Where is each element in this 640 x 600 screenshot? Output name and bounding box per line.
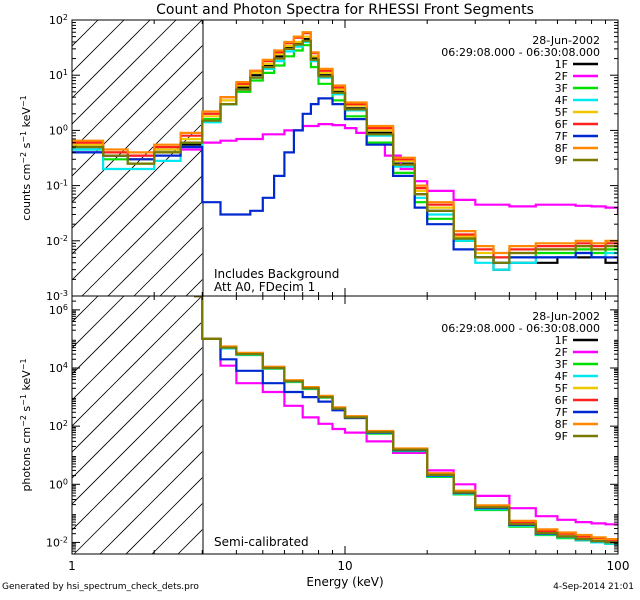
x-axis-label: Energy (keV)	[306, 575, 383, 589]
series-line-8F	[72, 31, 618, 255]
legend-label-4F: 4F	[555, 94, 568, 107]
hatch-line	[99, 451, 203, 554]
y-tick-label: 100	[49, 123, 68, 138]
hatch-line	[72, 20, 99, 47]
hatch-line	[72, 20, 73, 21]
bottom-annotation-semicalibrated: Semi-calibrated	[214, 535, 309, 549]
bottom-time-range: 06:29:08.000 - 06:30:08.000	[441, 322, 600, 335]
x-tick-label: 1	[68, 559, 76, 573]
chart-title: Count and Photon Spectra for RHESSI Fron…	[156, 2, 534, 18]
y-tick-label: 106	[49, 302, 68, 317]
hatch-line	[72, 321, 203, 453]
top-time-range: 06:29:08.000 - 06:30:08.000	[441, 46, 600, 59]
legend-label-9F: 9F	[555, 430, 568, 443]
legend-label-7F: 7F	[555, 130, 568, 143]
x-tick-label: 100	[607, 559, 630, 573]
hatch-line	[72, 373, 203, 505]
hatch-line	[72, 296, 203, 427]
legend-label-6F: 6F	[555, 118, 568, 131]
footer-timestamp: 4-Sep-2014 21:01	[553, 582, 634, 592]
footer-generated-by: Generated by hsi_spectrum_check_dets.pro	[2, 582, 199, 592]
hatch-line	[72, 399, 203, 531]
bottom-excluded-hatch	[72, 296, 203, 554]
hatch-line	[72, 20, 203, 151]
legend-label-7F: 7F	[555, 406, 568, 419]
series-line-7F	[72, 97, 618, 264]
y-tick-label: 100	[49, 477, 68, 492]
hatch-line	[151, 503, 203, 554]
hatch-line	[72, 347, 203, 479]
legend-label-8F: 8F	[555, 142, 568, 155]
series-line-9F	[194, 296, 618, 544]
y-tick-label: 10-1	[46, 178, 68, 193]
series-line-6F	[72, 32, 618, 259]
legend-label-1F: 1F	[555, 58, 568, 71]
legend-label-9F: 9F	[555, 154, 568, 167]
hatch-line	[125, 477, 203, 554]
legend-label-6F: 6F	[555, 394, 568, 407]
legend-label-8F: 8F	[555, 418, 568, 431]
legend-label-4F: 4F	[555, 370, 568, 383]
top-panel: 10-3 10-2 10-1 100 101 102 counts cm−2 s−1 ke…	[19, 13, 619, 304]
legend-label-2F: 2F	[555, 346, 568, 359]
hatch-line	[133, 227, 203, 296]
hatch-line	[177, 529, 203, 554]
top-y-axis-label: counts cm−2 s−1 keV−1	[19, 95, 34, 220]
legend-label-1F: 1F	[555, 334, 568, 347]
y-tick-label: 10-3	[46, 289, 68, 304]
legend-label-3F: 3F	[555, 82, 568, 95]
series-line-9F	[72, 39, 618, 264]
hatch-line	[81, 175, 203, 296]
y-tick-label: 102	[49, 13, 68, 28]
y-tick-label: 101	[49, 68, 68, 83]
y-tick-label: 10-2	[46, 535, 68, 550]
y-tick-label: 104	[49, 361, 68, 376]
legend-label-5F: 5F	[555, 106, 568, 119]
top-excluded-hatch	[72, 20, 488, 296]
bottom-panel: 10-2 100 102 104 106 1 10 100 photons cm−2 s−1 …	[19, 295, 630, 589]
hatch-line	[212, 20, 488, 296]
hatch-line	[72, 45, 203, 177]
y-tick-label: 10-2	[46, 233, 68, 248]
hatch-line	[72, 20, 177, 125]
top-annotation-attenuator: Att A0, FDecim 1	[214, 280, 315, 294]
hatch-line	[72, 20, 151, 99]
top-annotation-background: Includes Background	[214, 267, 339, 281]
series-line-8F	[194, 296, 618, 541]
hatch-line	[72, 296, 151, 375]
hatch-line	[72, 20, 125, 73]
hatch-line	[107, 201, 203, 296]
hatch-line	[185, 279, 203, 296]
hatch-line	[72, 123, 203, 255]
hatch-line	[72, 97, 203, 229]
legend-label-5F: 5F	[555, 382, 568, 395]
x-tick-label: 10	[337, 559, 352, 573]
top-date: 28-Jun-2002	[532, 34, 600, 47]
legend-label-3F: 3F	[555, 358, 568, 371]
hatch-line	[72, 296, 125, 349]
y-tick-label: 102	[49, 419, 68, 434]
hatch-line	[72, 296, 177, 401]
hatch-line	[73, 425, 203, 554]
legend-label-2F: 2F	[555, 70, 568, 83]
hatch-line	[72, 71, 203, 203]
hatch-line	[72, 149, 203, 281]
bottom-y-axis-label: photons cm−2 s−1 keV−1	[19, 358, 34, 491]
bottom-date: 28-Jun-2002	[532, 310, 600, 323]
